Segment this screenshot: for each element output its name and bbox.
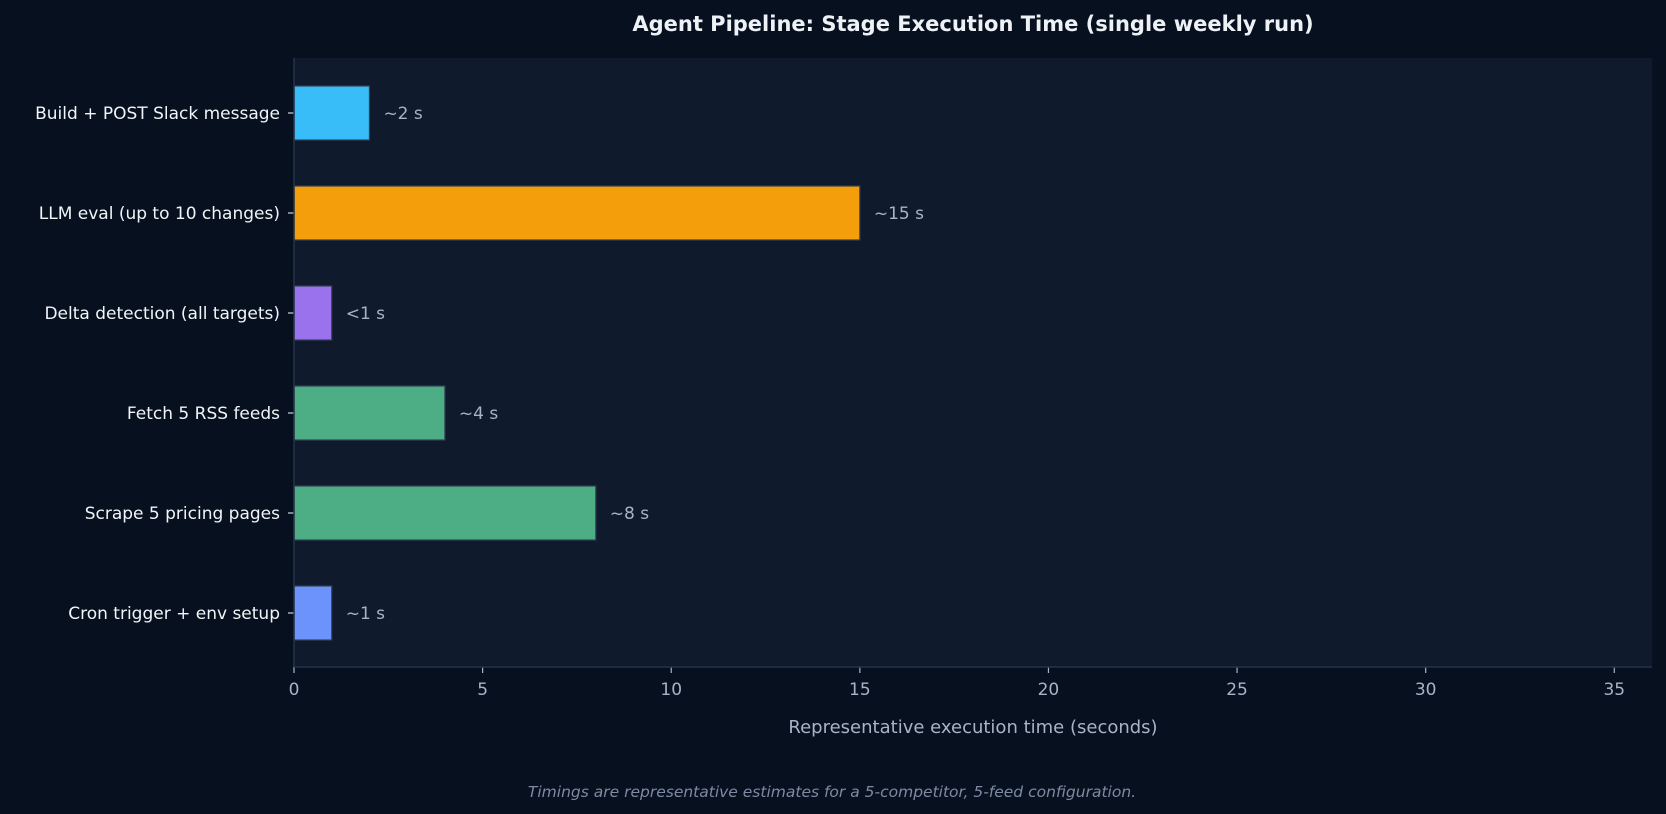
value-labels: ~2 s ~15 s <1 s ~4 s ~8 s ~1 s — [346, 104, 924, 624]
value-label: <1 s — [346, 304, 385, 324]
category-label: LLM eval (up to 10 changes) — [39, 204, 280, 224]
category-label: Cron trigger + env setup — [68, 604, 280, 624]
x-axis-label: Representative execution time (seconds) — [788, 717, 1157, 738]
value-label: ~2 s — [383, 104, 422, 124]
category-labels: Build + POST Slack message LLM eval (up t… — [35, 104, 294, 624]
bar — [293, 385, 446, 441]
value-label: ~15 s — [874, 204, 924, 224]
bar — [293, 285, 333, 341]
x-tick-label: 35 — [1603, 680, 1625, 700]
value-label: ~8 s — [610, 504, 649, 524]
bar — [293, 585, 333, 641]
value-label: ~4 s — [459, 404, 498, 424]
footnote: Timings are representative estimates for… — [528, 783, 1136, 801]
x-tick-label: 25 — [1226, 680, 1248, 700]
x-tick-label: 30 — [1415, 680, 1437, 700]
category-label: Fetch 5 RSS feeds — [127, 404, 280, 424]
x-axis-ticks: 0 5 10 15 20 25 30 35 — [289, 667, 1625, 700]
bar — [293, 485, 597, 541]
bars — [293, 85, 861, 641]
x-tick-label: 0 — [289, 680, 300, 700]
bar — [293, 85, 371, 141]
x-tick-label: 20 — [1038, 680, 1060, 700]
category-label: Scrape 5 pricing pages — [85, 504, 280, 524]
x-tick-label: 5 — [477, 680, 488, 700]
chart-title: Agent Pipeline: Stage Execution Time (si… — [632, 12, 1313, 36]
category-label: Build + POST Slack message — [35, 104, 280, 124]
plot-area — [294, 58, 1652, 667]
x-tick-label: 10 — [660, 680, 682, 700]
category-label: Delta detection (all targets) — [44, 304, 280, 324]
bar — [293, 185, 861, 241]
value-label: ~1 s — [346, 604, 385, 624]
x-tick-label: 15 — [849, 680, 871, 700]
